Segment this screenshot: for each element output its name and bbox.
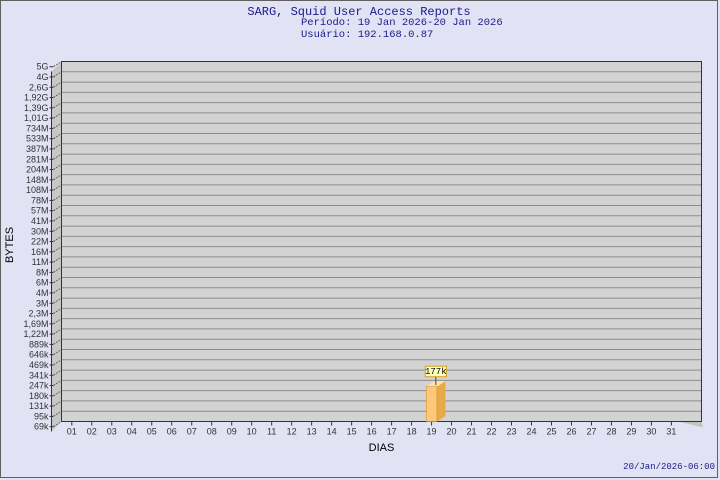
svg-text:533M: 533M: [26, 134, 49, 144]
svg-text:1,22M: 1,22M: [23, 329, 48, 339]
svg-text:14: 14: [327, 427, 337, 437]
svg-text:27: 27: [586, 427, 596, 437]
svg-text:889k: 889k: [29, 339, 49, 349]
svg-text:29: 29: [626, 427, 636, 437]
svg-text:281M: 281M: [26, 154, 49, 164]
svg-text:21: 21: [467, 427, 477, 437]
svg-text:09: 09: [227, 427, 237, 437]
svg-text:08: 08: [207, 427, 217, 437]
svg-text:2,6G: 2,6G: [29, 82, 49, 92]
svg-text:2,3M: 2,3M: [28, 309, 48, 319]
svg-text:28: 28: [606, 427, 616, 437]
svg-text:17: 17: [387, 427, 397, 437]
svg-text:06: 06: [167, 427, 177, 437]
svg-text:30M: 30M: [31, 226, 49, 236]
svg-text:180k: 180k: [29, 391, 49, 401]
svg-text:16: 16: [367, 427, 377, 437]
svg-text:3M: 3M: [36, 298, 49, 308]
svg-text:24: 24: [526, 427, 536, 437]
svg-text:25: 25: [546, 427, 556, 437]
svg-text:1,01G: 1,01G: [24, 113, 49, 123]
svg-text:6M: 6M: [36, 278, 49, 288]
svg-text:04: 04: [127, 427, 137, 437]
svg-text:19: 19: [427, 427, 437, 437]
svg-text:18: 18: [407, 427, 417, 437]
svg-text:1,92G: 1,92G: [24, 93, 49, 103]
svg-text:11: 11: [267, 427, 276, 437]
svg-text:DIAS: DIAS: [369, 442, 395, 454]
svg-text:247k: 247k: [29, 381, 49, 391]
svg-text:12: 12: [287, 427, 297, 437]
svg-text:BYTES: BYTES: [4, 227, 16, 263]
svg-text:1,39G: 1,39G: [24, 103, 49, 113]
svg-text:341k: 341k: [29, 370, 49, 380]
svg-text:8M: 8M: [36, 267, 49, 277]
svg-text:734M: 734M: [26, 123, 49, 133]
svg-text:148M: 148M: [26, 175, 49, 185]
svg-text:13: 13: [307, 427, 317, 437]
svg-text:05: 05: [147, 427, 157, 437]
svg-text:4M: 4M: [36, 288, 49, 298]
svg-text:78M: 78M: [31, 195, 49, 205]
svg-text:11M: 11M: [32, 257, 49, 267]
svg-text:01: 01: [67, 427, 77, 437]
svg-text:23: 23: [507, 427, 517, 437]
svg-text:22M: 22M: [31, 237, 49, 247]
svg-text:16M: 16M: [31, 247, 49, 257]
svg-text:204M: 204M: [26, 165, 49, 175]
svg-text:95k: 95k: [34, 411, 49, 421]
svg-text:10: 10: [247, 427, 257, 437]
svg-text:41M: 41M: [31, 216, 49, 226]
svg-text:02: 02: [87, 427, 97, 437]
svg-text:20: 20: [447, 427, 457, 437]
svg-text:69k: 69k: [34, 422, 49, 432]
svg-text:177k: 177k: [425, 367, 447, 377]
svg-text:57M: 57M: [31, 206, 49, 216]
svg-text:108M: 108M: [26, 185, 49, 195]
svg-text:30: 30: [646, 427, 656, 437]
svg-text:31: 31: [666, 427, 676, 437]
svg-text:1,69M: 1,69M: [23, 319, 48, 329]
svg-text:15: 15: [347, 427, 357, 437]
svg-text:5G: 5G: [36, 62, 48, 72]
svg-text:387M: 387M: [26, 144, 49, 154]
svg-text:22: 22: [487, 427, 497, 437]
svg-text:07: 07: [187, 427, 197, 437]
svg-text:646k: 646k: [29, 350, 49, 360]
svg-text:03: 03: [107, 427, 117, 437]
svg-text:20/Jan/2026-06:00: 20/Jan/2026-06:00: [623, 462, 715, 472]
svg-text:131k: 131k: [29, 401, 49, 411]
svg-text:26: 26: [566, 427, 576, 437]
svg-text:469k: 469k: [29, 360, 49, 370]
svg-text:4G: 4G: [36, 72, 48, 82]
